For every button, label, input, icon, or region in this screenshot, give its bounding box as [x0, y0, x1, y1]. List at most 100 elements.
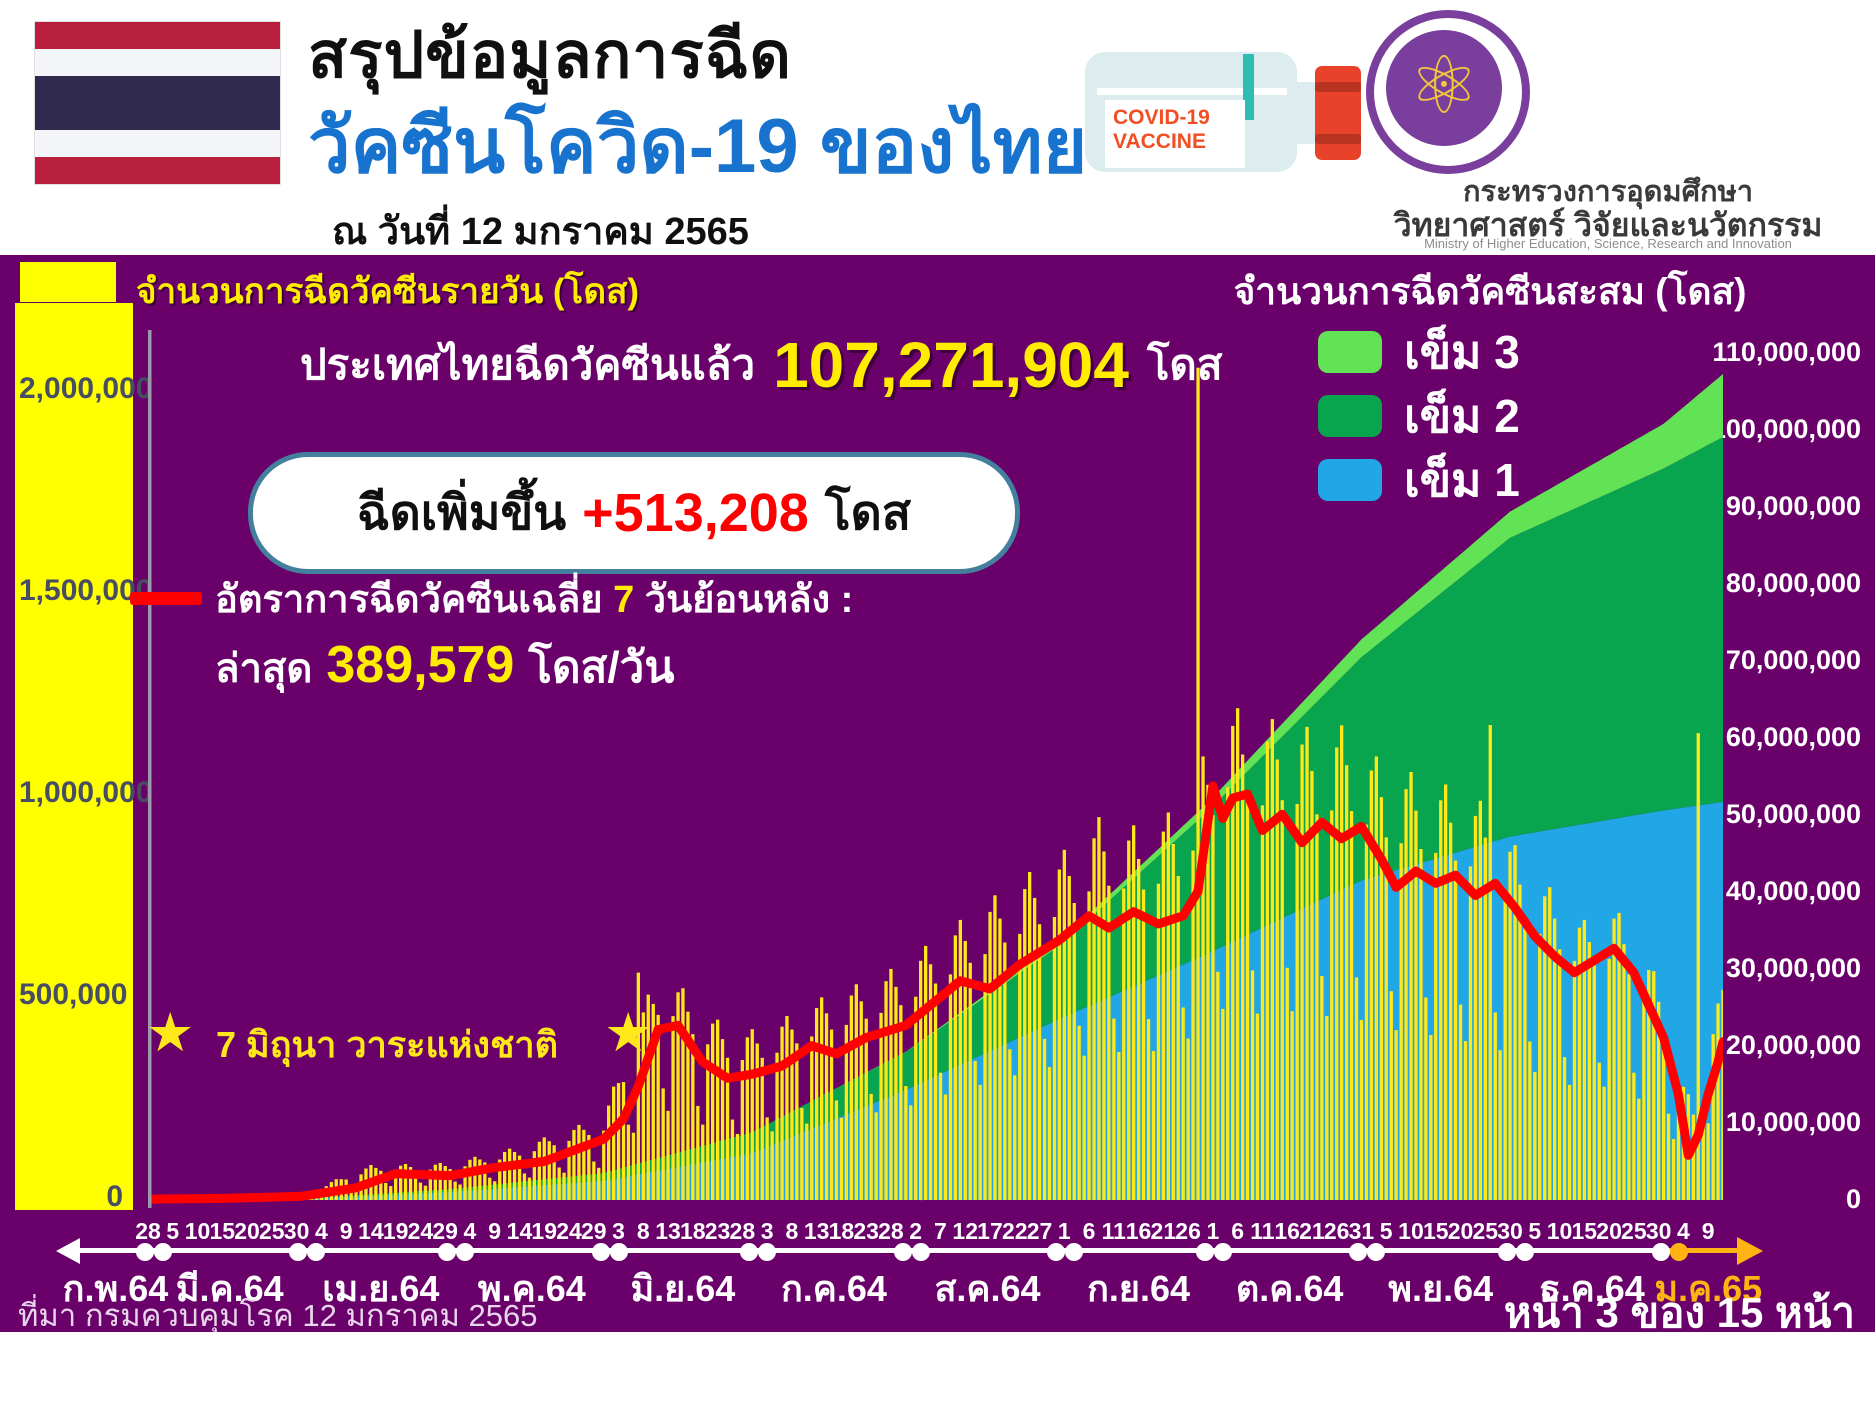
- flag-stripe-white: [35, 130, 280, 157]
- legend-label: เข็ม 1: [1404, 453, 1520, 506]
- day-tick-label: 18: [680, 1218, 706, 1244]
- left-axis-tick: 2,000,000: [19, 372, 153, 405]
- left-axis-tick: 500,000: [19, 978, 128, 1011]
- month-boundary-dot: [591, 1243, 610, 1261]
- day-tick-label: 18: [828, 1218, 855, 1244]
- day-tick-label: 4: [1676, 1218, 1690, 1244]
- day-tick-label: 21: [1150, 1218, 1177, 1244]
- right-axis-tick: 110,000,000: [1712, 337, 1861, 367]
- area-dose1: [148, 801, 1723, 1200]
- day-tick-label: 5: [166, 1218, 180, 1244]
- day-tick-label: 8: [785, 1218, 799, 1244]
- vial-label-line1: COVID-19: [1113, 106, 1210, 129]
- month-boundary-dot: [1047, 1243, 1066, 1261]
- right-axis-tick: 60,000,000: [1725, 722, 1861, 752]
- seven-day-average-label: อัตราการฉีดวัคซีนเฉลี่ย 7 วันย้อนหลัง :: [215, 568, 853, 629]
- day-tick-label: 7: [934, 1218, 947, 1244]
- right-axis-tick: 100,000,000: [1710, 414, 1861, 444]
- right-axis-tick: 50,000,000: [1725, 799, 1861, 829]
- latest-prefix: ล่าสุด: [215, 647, 313, 691]
- day-tick-label: 14: [506, 1218, 533, 1244]
- month-boundary-dot: [911, 1243, 930, 1261]
- seven-day-average-line-swatch: [130, 592, 202, 605]
- vial-highlight: [1097, 88, 1287, 95]
- month-boundary-dot: [456, 1243, 475, 1261]
- bottom-bar: กระทรวงการอุดมศึกษา วิทยาศาสตร์ วิจัยและ…: [0, 1332, 1875, 1407]
- day-tick-label: 22: [1001, 1218, 1028, 1244]
- month-boundary-dot: [1195, 1243, 1214, 1261]
- day-tick-label: 13: [655, 1218, 681, 1244]
- month-boundary-dot: [1213, 1243, 1232, 1261]
- right-axis-tick: 20,000,000: [1725, 1030, 1861, 1060]
- day-tick-label: 1: [1206, 1218, 1220, 1244]
- day-tick-label: 25: [1621, 1218, 1647, 1244]
- month-boundary-dot: [758, 1243, 777, 1261]
- month-boundary-dot: [1367, 1243, 1386, 1261]
- latest-average-value: 389,579: [326, 636, 515, 694]
- day-tick-label: 1: [1057, 1218, 1071, 1244]
- right-axis-tick: 80,000,000: [1725, 568, 1861, 598]
- day-tick-label: 30: [1497, 1218, 1523, 1244]
- day-tick-label: 5: [1379, 1218, 1393, 1244]
- day-tick-label: 6: [1231, 1218, 1245, 1244]
- cumulative-legend: เข็ม 3 เข็ม 2 เข็ม 1: [1318, 320, 1520, 512]
- left-axis-tick: 1,000,000: [19, 776, 153, 809]
- added-doses-unit: โดส: [824, 487, 912, 540]
- month-label: ส.ค.64: [934, 1268, 1041, 1309]
- day-tick-label: 20: [1447, 1218, 1474, 1244]
- day-tick-label: 30: [283, 1218, 310, 1244]
- day-tick-label: 10: [184, 1218, 211, 1244]
- vial-cap-band: [1315, 134, 1361, 144]
- day-tick-label: 10: [1398, 1218, 1424, 1244]
- month-boundary-dot: [153, 1243, 172, 1261]
- right-axis-tick: 90,000,000: [1725, 491, 1861, 521]
- day-tick-label: 25: [259, 1218, 285, 1244]
- month-label: ก.ย.64: [1087, 1268, 1191, 1309]
- month-boundary-dot: [1515, 1243, 1534, 1261]
- legend-swatch: [1318, 331, 1382, 373]
- report-date: ณ วันที่ 12 มกราคม 2565: [332, 211, 749, 253]
- day-tick-label: 21: [1299, 1218, 1325, 1244]
- day-tick-label: 23: [704, 1218, 731, 1244]
- right-axis-tick: 30,000,000: [1725, 953, 1861, 983]
- day-tick-label: 28: [878, 1218, 904, 1244]
- ministry-name-thai2: วิทยาศาสตร์ วิจัยและนวัตกรรม: [1393, 207, 1823, 243]
- vaccination-chart: [148, 330, 1723, 1208]
- legend-label: เข็ม 2: [1404, 389, 1520, 442]
- vial-label: COVID-19 VACCINE: [1105, 100, 1245, 168]
- flag-stripe-white: [35, 49, 280, 76]
- daily-doses-legend-swatch: [20, 262, 116, 302]
- day-tick-label: 15: [209, 1218, 236, 1244]
- day-tick-label: 6: [1082, 1218, 1096, 1244]
- day-tick-label: 15: [1571, 1218, 1598, 1244]
- day-tick-label: 10: [1546, 1218, 1573, 1244]
- day-tick-label: 24: [556, 1218, 582, 1244]
- day-tick-label: 19: [531, 1218, 558, 1244]
- day-tick-label: 15: [1422, 1218, 1449, 1244]
- legend-item: เข็ม 2: [1318, 384, 1520, 448]
- vial-cap-band: [1315, 82, 1361, 92]
- legend-label: เข็ม 3: [1404, 325, 1520, 378]
- day-tick-label: 8: [636, 1218, 650, 1244]
- month-boundary-dot: [609, 1243, 628, 1261]
- ministry-name-english: Ministry of Higher Education, Science, R…: [1424, 236, 1792, 251]
- national-agenda-annotation: 7 มิถุนา วาระแห่งชาติ: [216, 1024, 559, 1065]
- flag-stripe-navy: [35, 76, 280, 130]
- header: สรุปข้อมูลการฉีด วัคซีนโควิด-19 ของไทย ณ…: [0, 0, 1875, 255]
- day-tick-label: 14: [358, 1218, 384, 1244]
- flag-stripe-red: [35, 157, 280, 184]
- legend-swatch: [1318, 395, 1382, 437]
- star-icon: ★: [604, 1003, 653, 1063]
- day-tick-label: 31: [1348, 1218, 1375, 1244]
- left-axis-tick: 1,500,000: [19, 574, 153, 607]
- day-tick-label: 4: [463, 1218, 477, 1244]
- day-tick-label: 23: [853, 1218, 879, 1244]
- month-label: ต.ค.64: [1235, 1268, 1344, 1309]
- day-tick-label: 20: [234, 1218, 260, 1244]
- month-boundary-dot: [289, 1243, 308, 1261]
- page-title-line1: สรุปข้อมูลการฉีด: [308, 19, 792, 91]
- vial-neck: [1297, 82, 1315, 144]
- day-tick-label: 16: [1125, 1218, 1152, 1244]
- day-tick-label: 19: [382, 1218, 409, 1244]
